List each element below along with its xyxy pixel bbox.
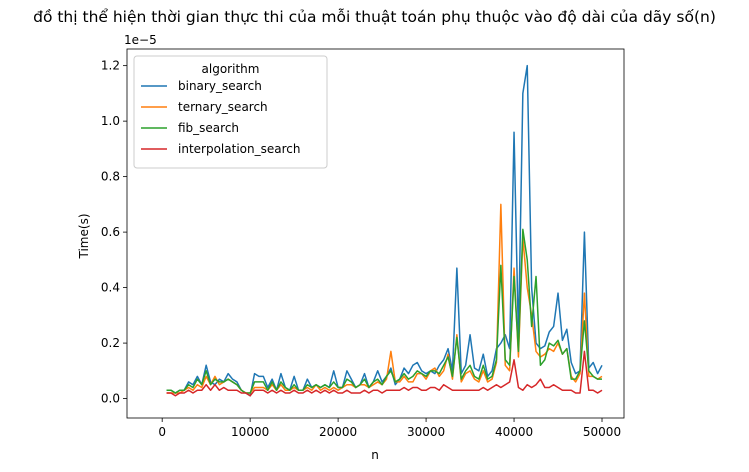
legend-label-interpolation_search: interpolation_search bbox=[178, 142, 300, 156]
x-tick-label: 40000 bbox=[495, 425, 533, 439]
series-line-interpolation_search bbox=[166, 350, 603, 397]
y-tick-label: 0.8 bbox=[101, 170, 120, 184]
x-axis-label: n bbox=[371, 448, 379, 462]
legend-label-binary_search: binary_search bbox=[178, 79, 262, 93]
chart-title: đồ thị thể hiện thời gian thực thi của m… bbox=[33, 8, 716, 26]
x-tick-label: 0 bbox=[158, 425, 166, 439]
legend-title: algorithm bbox=[202, 62, 260, 76]
x-tick-label: 20000 bbox=[319, 425, 357, 439]
y-tick-label: 0.0 bbox=[101, 392, 120, 406]
y-tick-label: 0.2 bbox=[101, 336, 120, 350]
y-axis-label: Time(s) bbox=[77, 214, 91, 260]
plot-frame bbox=[126, 48, 625, 419]
y-offset-label: 1e−5 bbox=[124, 33, 157, 47]
series-line-fib_search bbox=[166, 228, 603, 394]
y-axis: 0.0 0.2 0.4 0.6 0.8 1.0 1.2 bbox=[101, 59, 127, 406]
y-tick-label: 0.6 bbox=[101, 225, 120, 239]
legend: algorithm binary_search ternary_search fib_… bbox=[133, 55, 328, 169]
x-axis: 0 10000 20000 30000 40000 50000 bbox=[158, 418, 621, 439]
y-tick-label: 1.0 bbox=[101, 114, 120, 128]
y-tick-label: 1.2 bbox=[101, 59, 120, 73]
legend-box bbox=[133, 55, 328, 169]
legend-label-ternary_search: ternary_search bbox=[178, 100, 268, 114]
legend-label-fib_search: fib_search bbox=[178, 121, 239, 135]
x-tick-label: 50000 bbox=[583, 425, 621, 439]
y-tick-label: 0.4 bbox=[101, 281, 120, 295]
series-layer bbox=[166, 64, 603, 397]
x-tick-label: 30000 bbox=[407, 425, 445, 439]
x-tick-label: 10000 bbox=[231, 425, 269, 439]
